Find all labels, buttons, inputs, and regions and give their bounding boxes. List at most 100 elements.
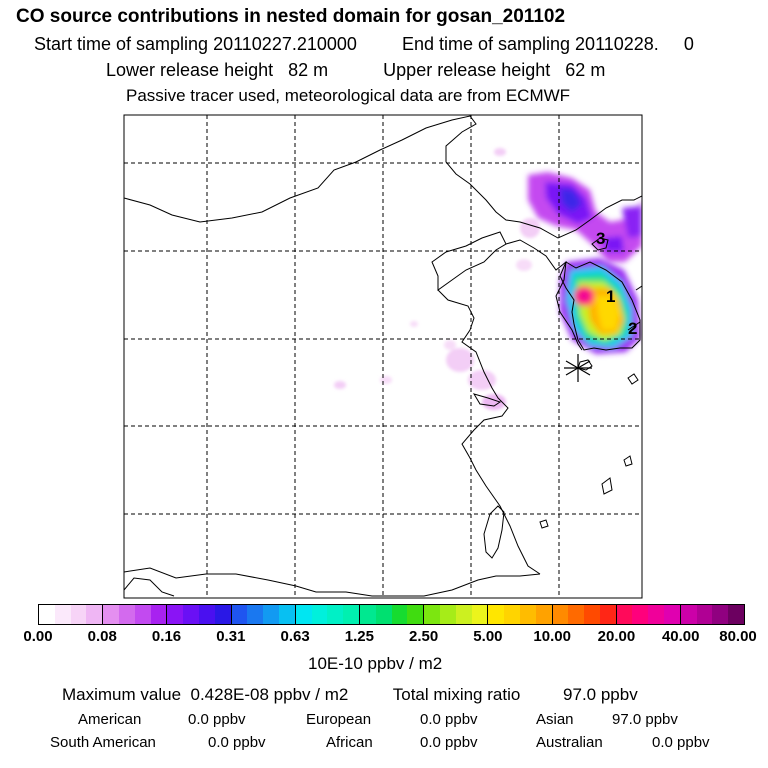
colorbar-swatch [728,605,745,624]
end-suffix: 0 [683,34,694,54]
colorbar-swatch [407,605,424,624]
colorbar-swatch [39,605,55,624]
colorbar-swatch [712,605,729,624]
concentration-field [334,148,642,410]
region-european-name: European [306,711,372,728]
release-heights: Lower release height 82 m Upper release … [106,60,605,81]
colorbar-segment [295,605,360,624]
colorbar-swatch [86,605,103,624]
region-african-value: 0.0 ppbv [420,734,478,751]
upper-value: 62 m [565,60,606,80]
colorbar-swatch [664,605,680,624]
tracer-note: Passive tracer used, meteorological data… [126,86,571,105]
colorbar-swatch [568,605,585,624]
colorbar-swatch [599,605,616,624]
colorbar-tick-label: 1.25 [344,628,374,645]
max-label: Maximum value [62,685,182,704]
colorbar-swatch [375,605,392,624]
region-asian-value: 97.0 ppbv [612,711,678,728]
colorbar-swatch [616,605,633,624]
sampling-times: Start time of sampling 20110227.210000 E… [34,34,694,55]
colorbar-tick-label: 0.31 [216,628,246,645]
colorbar-tick-label: 0.00 [23,628,53,645]
end-label: End time of sampling [401,34,571,54]
colorbar-swatch [696,605,713,624]
colorbar-tick-label: 5.00 [473,628,503,645]
colorbar-swatch [648,605,665,624]
colorbar-swatch [680,605,697,624]
colorbar-swatch [134,605,151,624]
colorbar-swatch [439,605,456,624]
upper-label: Upper release height [383,60,551,80]
colorbar-swatch [150,605,167,624]
colorbar-swatch [118,605,135,624]
colorbar-swatch [552,605,569,624]
lower-value: 82 m [288,60,329,80]
source-label-1: 1 [606,287,615,306]
colorbar-segment [424,605,489,624]
colorbar-swatch [54,605,71,624]
colorbar-swatch [278,605,295,624]
colorbar-swatch [471,605,488,624]
colorbar-swatch [214,605,231,624]
colorbar-tick-label: 0.63 [280,628,310,645]
colorbar-segment [231,605,296,624]
region-american-value: 0.0 ppbv [188,711,246,728]
colorbar-swatch [183,605,199,624]
colorbar-segment [103,605,168,624]
map-panel: 1 2 3 [123,114,643,599]
colorbar-swatch [247,605,264,624]
start-label: Start time of sampling [34,34,209,54]
colorbar-tick-label: 10.00 [533,628,571,645]
colorbar-swatch [488,605,505,624]
colorbar-tick-label: 2.50 [409,628,439,645]
region-australian-name: Australian [536,734,603,751]
start-value: 20110227.210000 [213,34,357,54]
colorbar-segment [488,605,553,624]
colorbar-swatch [519,605,536,624]
colorbar-segment [167,605,232,624]
colorbar-swatch [198,605,215,624]
end-value: 20110228. [575,34,659,54]
colorbar-tick-label: 20.00 [597,628,636,645]
colorbar [38,604,745,625]
total-value: 97.0 ppbv [563,685,638,704]
graticule [124,115,642,598]
colorbar-swatch [391,605,408,624]
region-african-name: African [326,734,373,751]
colorbar-segment [359,605,425,624]
region-american-name: American [78,711,142,728]
summary-max-row: Maximum value 0.428E-08 ppbv / m2 Total … [62,685,638,705]
colorbar-segment [616,605,681,624]
colorbar-swatch [311,605,328,624]
colorbar-segment [680,605,745,624]
region-australian-value: 0.0 ppbv [652,734,710,751]
receptor-asterisk-icon [564,354,592,382]
colorbar-swatch [295,605,312,624]
colorbar-tick-label: 0.16 [151,628,182,645]
total-label: Total mixing ratio [392,685,521,704]
map-frame [123,114,643,599]
source-label-3: 3 [596,229,605,248]
region-south-american-value: 0.0 ppbv [208,734,266,751]
colorbar-segment [39,605,104,624]
max-value: 0.428E-08 ppbv / m2 [190,685,349,704]
source-label-2: 2 [628,319,637,338]
colorbar-swatch [632,605,649,624]
colorbar-swatch [167,605,184,624]
colorbar-swatch [455,605,472,624]
colorbar-swatch [359,605,376,624]
colorbar-segment [552,605,617,624]
colorbar-units: 10E-10 ppbv / m2 [308,654,443,673]
colorbar-swatch [343,605,359,624]
colorbar-swatch [584,605,600,624]
colorbar-swatch [535,605,552,624]
region-european-value: 0.0 ppbv [420,711,478,728]
colorbar-swatch [103,605,119,624]
colorbar-swatch [504,605,520,624]
colorbar-swatch [424,605,440,624]
colorbar-tick-label: 40.00 [661,628,700,645]
colorbar-swatch [327,605,344,624]
region-south-american-name: South American [50,734,156,751]
colorbar-tick-label: 80.00 [719,628,757,645]
